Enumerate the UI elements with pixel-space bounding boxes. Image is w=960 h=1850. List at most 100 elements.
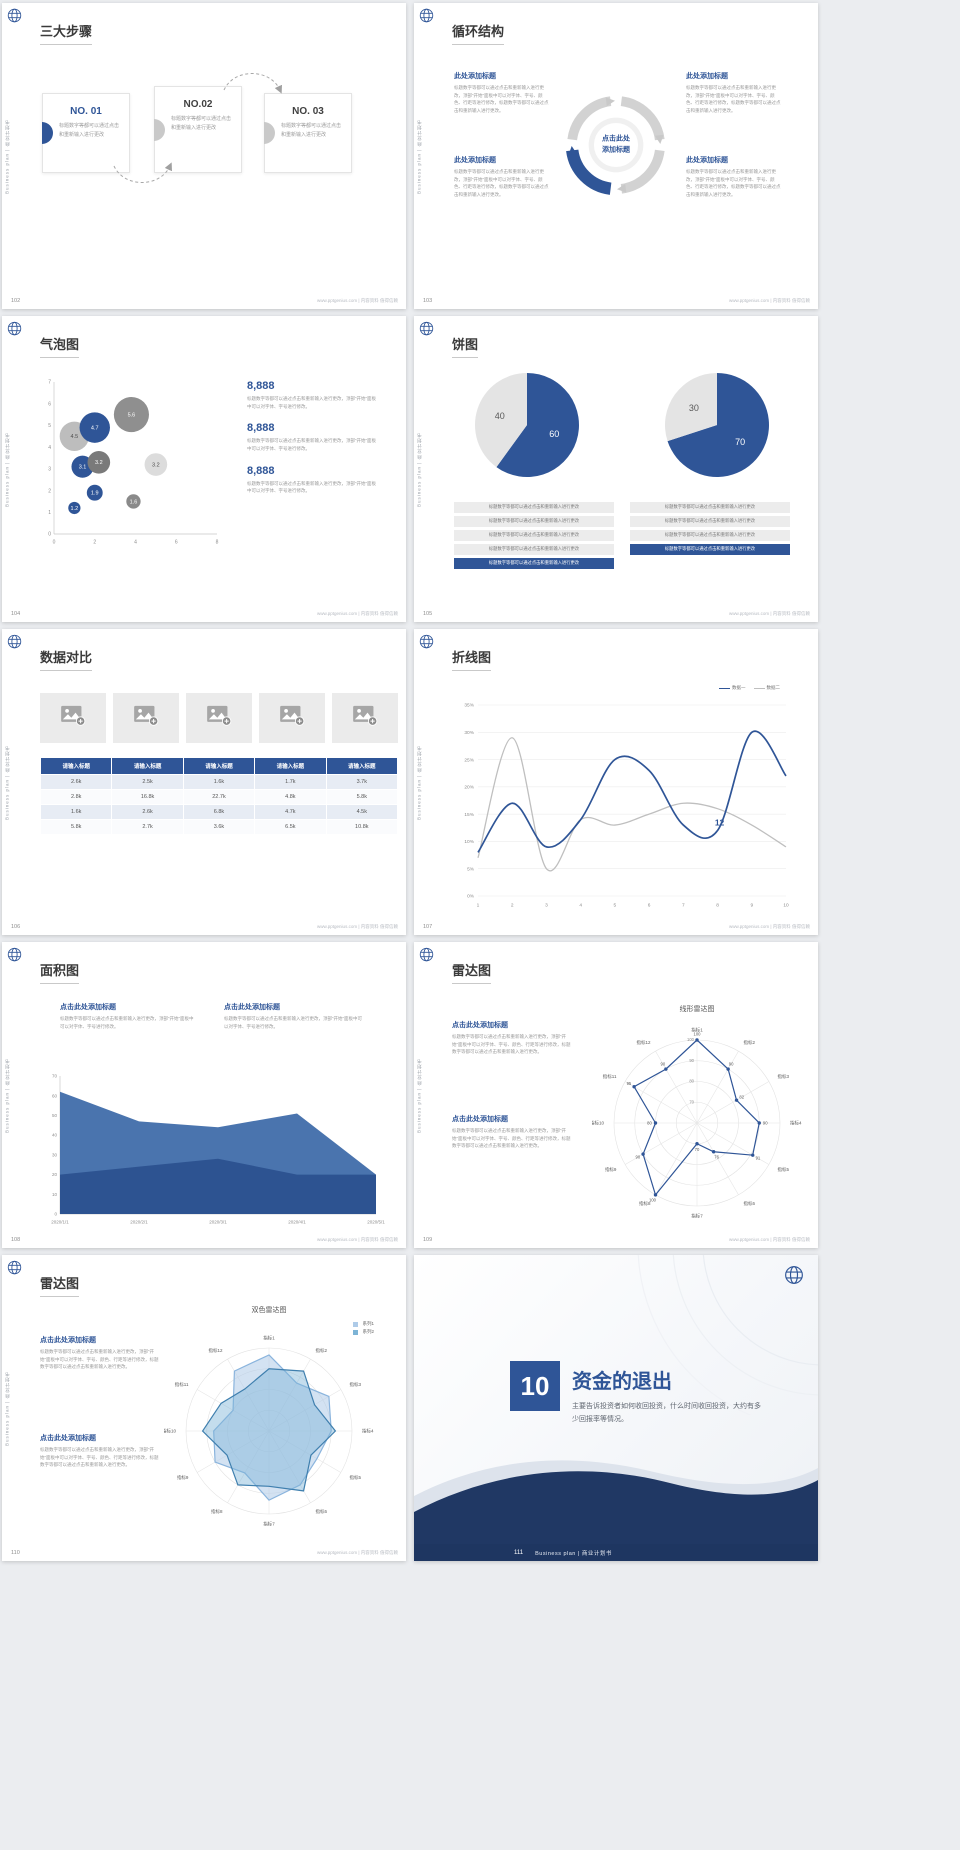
svg-text:30%: 30%: [464, 730, 474, 736]
table-header-cell: 请输入标题: [326, 758, 397, 774]
svg-text:35%: 35%: [464, 703, 474, 709]
table-cell: 16.8k: [112, 790, 183, 804]
slide-106[interactable]: Business plan | 商业计划书 数据对比 请输入标题 请输入标题 请…: [2, 629, 406, 935]
slide-108[interactable]: Business plan | 商业计划书 面积图 点击此处添加标题 标题数字等…: [2, 942, 406, 1248]
svg-text:5%: 5%: [467, 866, 475, 872]
image-placeholder-icon: [352, 705, 378, 732]
page-number: 105: [423, 611, 433, 617]
svg-text:指标11: 指标11: [603, 1073, 617, 1080]
svg-text:9: 9: [750, 903, 753, 909]
svg-text:70: 70: [689, 1099, 694, 1104]
svg-text:4.5: 4.5: [71, 434, 79, 440]
brand-logo-icon: [7, 321, 22, 336]
block-heading: 此处添加标题: [686, 157, 728, 164]
step-number: NO. 03: [292, 106, 324, 117]
svg-text:6: 6: [648, 903, 651, 909]
block-heading: 此处添加标题: [454, 73, 496, 80]
slide-107[interactable]: Business plan | 商业计划书 折线图 数据一 数据二 0% 5% 10…: [414, 629, 818, 935]
svg-text:6: 6: [48, 401, 51, 407]
svg-text:5.6: 5.6: [128, 412, 136, 418]
radar-text-block: 点击此处添加标题 标题数字等都可以通过点击和重新输入进行更改，顶部“开始”面板中…: [452, 1020, 574, 1056]
svg-text:指标2: 指标2: [744, 1039, 756, 1046]
svg-text:2020/1/1: 2020/1/1: [51, 1220, 69, 1225]
table-cell: 5.8k: [41, 820, 112, 834]
image-placeholder: [40, 693, 106, 743]
svg-text:60: 60: [549, 429, 559, 439]
svg-text:30: 30: [52, 1152, 58, 1157]
slide-103[interactable]: Business plan | 商业计划书 循环结构 此处添加标题 标题数字等都…: [414, 3, 818, 309]
cycle-text-block: 此处添加标题 标题数字等都可以通过点击和重新输入进行更改，顶部“开始”面板中可以…: [686, 71, 782, 115]
svg-text:1.6: 1.6: [130, 499, 138, 505]
svg-text:8: 8: [716, 903, 719, 909]
slide-title: 数据对比: [40, 647, 93, 671]
legend-item: 系列1: [353, 1321, 374, 1327]
page-number: 102: [11, 298, 21, 304]
slide-109[interactable]: Business plan | 商业计划书 雷达图 点击此处添加标题 标题数字等…: [414, 942, 818, 1248]
area-chart: 0 10 20 30 40 50 60 70 2020/1/1 2020/2/1 2020/3/1 2…: [42, 1070, 386, 1226]
block-heading: 此处添加标题: [686, 73, 728, 80]
block-heading: 点击此处添加标题: [452, 1116, 508, 1123]
stat-description: 标题数字等都可以通过点击和重新输入进行更改，顶部“开始”面板中可以对字体、字号进…: [247, 438, 376, 451]
legend-item: 数据二: [753, 685, 780, 691]
step-card-2: NO.02 标题数字等都可以通过点击和重新输入进行更改: [154, 86, 242, 173]
table-cell: 6.5k: [255, 820, 326, 834]
svg-text:4: 4: [579, 903, 582, 909]
svg-text:25%: 25%: [464, 757, 474, 763]
svg-text:90: 90: [729, 1061, 734, 1066]
svg-text:100: 100: [687, 1037, 695, 1042]
block-heading: 点击此处添加标题: [40, 1435, 96, 1442]
svg-text:0: 0: [53, 540, 56, 546]
wave-decoration: [414, 1460, 818, 1544]
area-text-block: 点击此处添加标题 标题数字等都可以通过点击和重新输入进行更改，顶部“开始”面板中…: [60, 1002, 195, 1030]
block-heading: 点击此处添加标题: [224, 1004, 280, 1011]
table-cell: 10.8k: [326, 820, 397, 834]
table-cell: 3.7k: [326, 775, 397, 789]
table-header-cell: 请输入标题: [112, 758, 183, 774]
radar-chart-panel: 双色雷达图 系列1 系列2 指标1 指标2 指标3 指标4 指标5 指标6 指标7 指标8 指标…: [162, 1305, 374, 1553]
footer-text: www.pptgenius.com | 内容资料 值得信赖: [317, 924, 398, 929]
svg-text:2: 2: [93, 540, 96, 546]
sidebar-vertical-text: Business plan | 商业计划书: [4, 1370, 10, 1446]
table-cell: 4.7k: [255, 805, 326, 819]
svg-text:指标5: 指标5: [350, 1474, 362, 1481]
svg-text:80: 80: [689, 1079, 694, 1084]
page-number: 106: [11, 924, 21, 930]
step-description: 标题数字等都可以通过点击和重新输入进行更改: [59, 123, 120, 138]
svg-text:90: 90: [763, 1120, 768, 1125]
caption-row: 标题数字等都可以通过点击和重新输入进行更改: [454, 502, 614, 513]
chart-title: 双色雷达图: [251, 1307, 287, 1314]
svg-text:0: 0: [48, 532, 51, 538]
slide-104[interactable]: Business plan | 商业计划书 气泡图 0 2 4 6 8 0 1 2 3 4 5 6 7 4…: [2, 316, 406, 622]
line-chart: 0% 5% 10% 15% 20% 25% 30% 35% 1 2 3 4 5 6 7 8 9 10 12: [454, 697, 794, 909]
footer-text: www.pptgenius.com | 内容资料 值得信赖: [317, 611, 398, 616]
svg-text:7: 7: [48, 380, 51, 386]
stat-item: 8,888 标题数字等都可以通过点击和重新输入进行更改，顶部“开始”面板中可以对…: [247, 380, 377, 410]
table-header-row: 请输入标题 请输入标题 请输入标题 请输入标题 请输入标题: [41, 758, 397, 774]
chart-legend: 系列1 系列2: [353, 1321, 374, 1335]
caption-row: 标题数字等都可以通过点击和重新输入进行更改: [630, 502, 790, 513]
svg-text:指标11: 指标11: [175, 1381, 189, 1388]
cycle-text-block: 此处添加标题 标题数字等都可以通过点击和重新输入进行更改，顶部“开始”面板中可以…: [454, 71, 550, 115]
legend-label: 系列1: [362, 1321, 374, 1326]
slide-110[interactable]: Business plan | 商业计划书 雷达图 点击此处添加标题 标题数字等…: [2, 1255, 406, 1561]
table-cell: 1.7k: [255, 775, 326, 789]
svg-text:3: 3: [48, 467, 51, 473]
svg-text:20%: 20%: [464, 785, 474, 791]
svg-text:指标7: 指标7: [691, 1213, 703, 1220]
step-notch: [42, 122, 53, 144]
slide-title: 循环结构: [452, 21, 505, 45]
svg-text:0: 0: [54, 1212, 57, 1217]
stat-item: 8,888 标题数字等都可以通过点击和重新输入进行更改，顶部“开始”面板中可以对…: [247, 422, 377, 452]
slide-105[interactable]: Business plan | 商业计划书 饼图 60 40 70 30 标题数字等…: [414, 316, 818, 622]
slide-111[interactable]: 10 资金的退出 主要告诉投资者如何收回投资，什么时间收回投资，大约有多少回报率…: [414, 1255, 818, 1561]
table-cell: 1.6k: [183, 775, 255, 789]
step-card-3: NO. 03 标题数字等都可以通过点击和重新输入进行更改: [264, 93, 352, 173]
svg-text:40: 40: [495, 411, 505, 421]
cycle-arrows-icon: [566, 96, 665, 195]
footer-text: www.pptgenius.com | 内容资料 值得信赖: [317, 298, 398, 303]
brand-logo-icon: [784, 1265, 804, 1285]
footer-text: www.pptgenius.com | 内容资料 值得信赖: [317, 1237, 398, 1242]
svg-text:指标8: 指标8: [211, 1508, 223, 1515]
slide-102[interactable]: Business plan | 商业计划书 三大步骤 NO. 01 标题数字等都…: [2, 3, 406, 309]
